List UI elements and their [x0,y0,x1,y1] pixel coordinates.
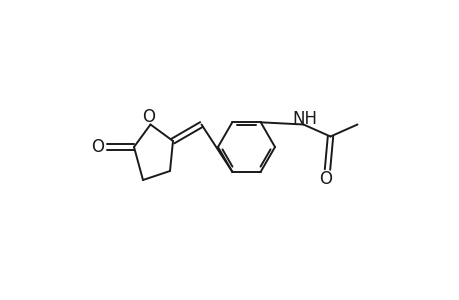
Text: O: O [141,108,155,126]
Text: O: O [91,138,104,156]
Text: O: O [318,169,331,188]
Text: NH: NH [291,110,316,128]
